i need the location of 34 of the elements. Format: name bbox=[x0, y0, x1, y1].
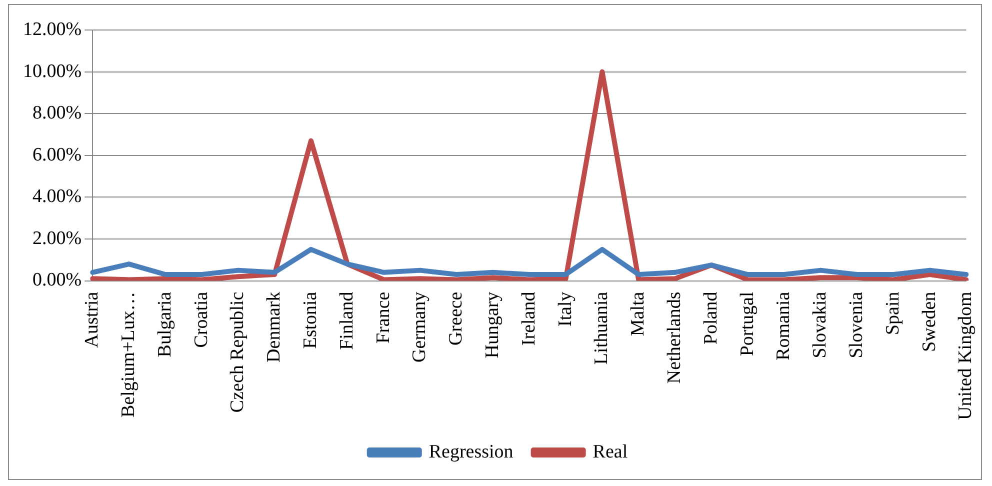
y-tick-label: 8.00% bbox=[32, 102, 82, 124]
x-tick-label: Belgium+Lux… bbox=[118, 292, 139, 418]
legend-label: Real bbox=[592, 441, 628, 462]
x-tick-label: Ireland bbox=[518, 291, 540, 346]
x-tick-label: Croatia bbox=[190, 291, 212, 348]
x-tick-label: Czech Republic bbox=[227, 292, 248, 413]
x-tick-label: Lithuania bbox=[591, 291, 612, 365]
x-tick-label: Hungary bbox=[482, 291, 503, 358]
x-tick-label: France bbox=[372, 292, 394, 344]
x-tick-label: Estonia bbox=[300, 291, 321, 349]
y-tick-label: 6.00% bbox=[32, 144, 82, 166]
x-tick-label: Bulgaria bbox=[154, 291, 176, 358]
x-tick-label: Netherlands bbox=[664, 292, 685, 384]
x-tick-label: Spain bbox=[882, 291, 904, 336]
x-tick-label: Sweden bbox=[918, 291, 940, 352]
legend-label: Regression bbox=[428, 441, 514, 462]
y-tick-label: 12.00% bbox=[23, 18, 82, 40]
x-tick-label: Slovakia bbox=[810, 291, 831, 358]
x-tick-label: Romania bbox=[773, 291, 794, 360]
x-tick-label: Malta bbox=[628, 291, 649, 336]
x-tick-label: Austria bbox=[82, 291, 103, 348]
x-tick-label: Greece bbox=[446, 292, 467, 346]
x-tick-label: Germany bbox=[409, 291, 430, 362]
x-tick-label: Denmark bbox=[264, 291, 285, 362]
x-tick-label: Slovenia bbox=[846, 291, 867, 358]
x-tick-label: Italy bbox=[554, 291, 576, 327]
x-tick-label: Finland bbox=[336, 291, 358, 350]
y-tick-label: 2.00% bbox=[32, 228, 82, 249]
x-tick-label: Portugal bbox=[736, 292, 758, 356]
x-tick-label: Poland bbox=[700, 291, 722, 345]
y-tick-label: 4.00% bbox=[32, 186, 82, 208]
x-tick-label: United Kingdom bbox=[955, 292, 976, 420]
y-tick-label: 10.00% bbox=[23, 60, 82, 82]
y-tick-label: 0.00% bbox=[32, 270, 82, 291]
